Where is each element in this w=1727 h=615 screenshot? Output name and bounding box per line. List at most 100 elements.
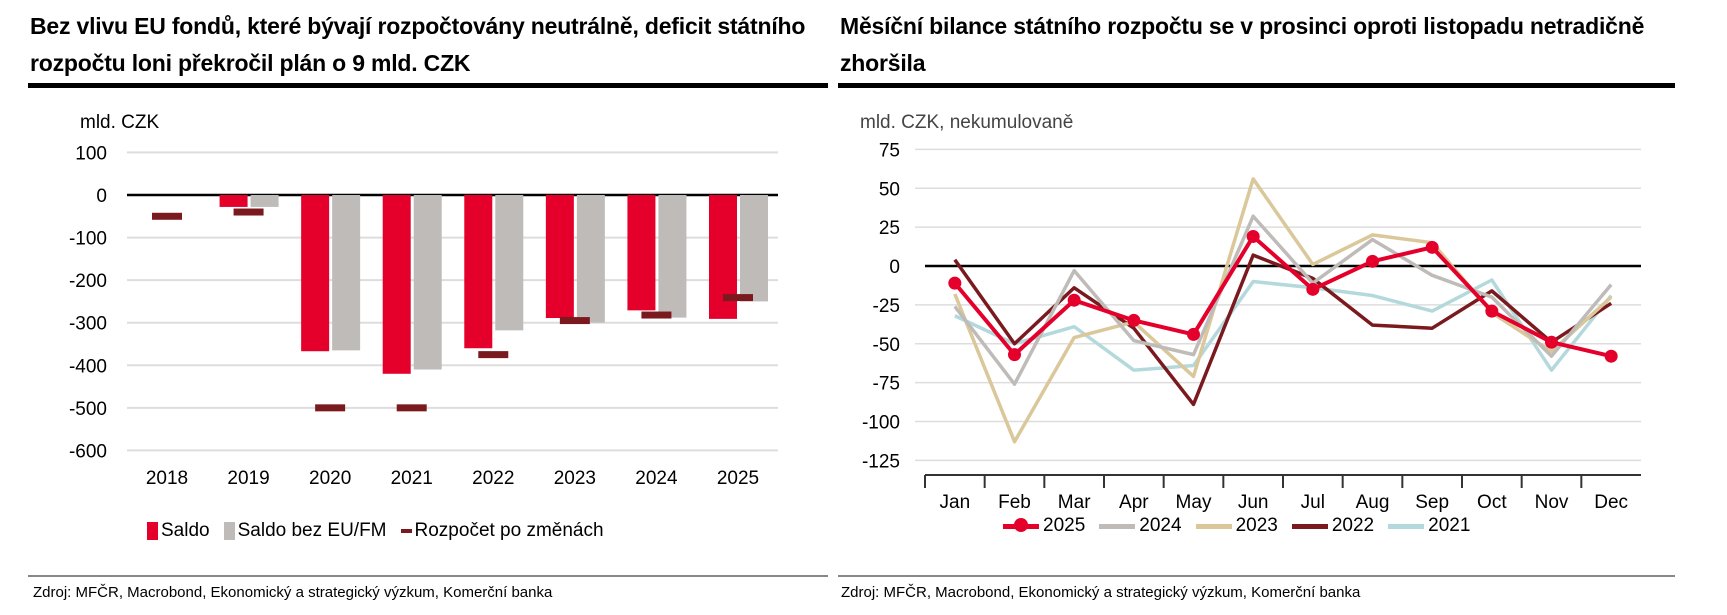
point-2025 — [1187, 327, 1200, 341]
right-y-unit-label: mld. CZK, nekumulovaně — [860, 112, 1073, 133]
point-2025 — [1127, 313, 1141, 327]
marker-rozpocet — [152, 212, 182, 220]
left-x-tick-label: 2021 — [391, 468, 433, 489]
left-y-tick-label: -600 — [69, 441, 107, 462]
legend-swatch — [147, 522, 158, 540]
line-series-2025 — [953, 234, 1612, 359]
legend-label: Saldo — [161, 520, 210, 541]
right-x-tick-label: Mar — [1058, 492, 1091, 513]
right-x-tick-label: Jan — [940, 492, 971, 513]
point-2025 — [1246, 229, 1260, 243]
left-source: Zdroj: MFČR, Macrobond, Ekonomický a str… — [33, 584, 553, 601]
line-series-2023 — [953, 177, 1613, 444]
right-y-tick-label: -50 — [873, 335, 900, 356]
left-x-tick-label: 2020 — [309, 468, 351, 489]
left-source-rule — [28, 575, 828, 577]
left-x-tick-label: 2024 — [635, 468, 678, 489]
right-y-tick-label: 75 — [879, 140, 900, 161]
point-2025 — [1604, 349, 1618, 363]
right-title-rule — [838, 83, 1675, 88]
right-y-tick-label: -75 — [873, 374, 900, 395]
bar-saldo — [301, 195, 330, 352]
left-title-rule — [28, 83, 828, 88]
legend-label: Saldo bez EU/FM — [237, 520, 387, 541]
marker-rozpocet — [559, 317, 590, 325]
bar-saldo-bez-eu — [332, 195, 361, 351]
left-y-tick-label: -400 — [69, 356, 107, 377]
line-series-2024 — [953, 214, 1613, 386]
legend-label: 2023 — [1235, 515, 1278, 536]
legend-item: Saldo bez EU/FM — [223, 520, 387, 542]
left-x-tick-label: 2025 — [717, 468, 759, 489]
bar-saldo — [545, 195, 574, 319]
bar-saldo-bez-eu — [250, 195, 279, 207]
marker-rozpocet — [315, 404, 346, 412]
left-x-tick-label: 2022 — [472, 468, 514, 489]
right-x-tick-label: Sep — [1415, 492, 1449, 513]
left-x-tick-label: 2019 — [227, 468, 269, 489]
bar-saldo — [219, 195, 248, 207]
right-y-tick-label: -25 — [873, 296, 900, 317]
right-x-tick-label: Oct — [1477, 492, 1507, 513]
left-y-tick-label: -100 — [69, 229, 107, 250]
right-y-tick-label: 0 — [889, 257, 900, 278]
right-chart-title: Měsíční bilance státního rozpočtu se v p… — [840, 13, 1645, 76]
left-chart-title: Bez vlivu EU fondů, které bývají rozpočt… — [30, 13, 806, 76]
point-2025 — [1366, 254, 1379, 268]
legend-item: 2022 — [1291, 515, 1375, 537]
right-x-tick-label: Jul — [1301, 492, 1325, 513]
right-y-tick-label: -100 — [862, 413, 900, 434]
legend-item: 2021 — [1388, 515, 1470, 537]
bar-saldo-bez-eu — [740, 195, 768, 302]
bar-saldo — [382, 195, 411, 374]
marker-rozpocet — [396, 404, 427, 412]
line-series-2021 — [954, 278, 1613, 372]
legend-swatch — [1291, 523, 1328, 529]
legend-label: Rozpočet po změnách — [414, 520, 604, 541]
point-2025 — [1067, 293, 1081, 307]
point-2025 — [1306, 282, 1320, 296]
point-2025 — [1545, 335, 1558, 349]
right-y-tick-label: 50 — [879, 179, 900, 200]
right-x-tick-label: May — [1176, 492, 1212, 513]
marker-rozpocet — [723, 294, 753, 302]
legend-swatch — [1195, 523, 1232, 529]
right-y-tick-label: 25 — [879, 218, 900, 239]
point-2025 — [1485, 304, 1499, 318]
right-legend: 2025 2024 2023 2022 2021 — [1003, 515, 1484, 537]
legend-swatch — [400, 529, 412, 533]
left-legend: Saldo Saldo bez EU/FM Rozpočet po změnách — [147, 520, 618, 542]
left-y-tick-label: -500 — [69, 399, 107, 420]
left-x-tick-label: 2018 — [146, 468, 188, 489]
bar-saldo-bez-eu — [576, 195, 605, 323]
legend-label: 2024 — [1139, 515, 1182, 536]
left-y-tick-label: -200 — [69, 271, 107, 292]
legend-item: 2023 — [1195, 515, 1278, 537]
legend-marker — [1014, 517, 1028, 532]
legend-label: 2022 — [1331, 515, 1375, 536]
marker-rozpocet — [478, 351, 509, 359]
legend-item: Saldo — [147, 520, 210, 542]
legend-label: 2021 — [1428, 515, 1471, 536]
point-2025 — [1008, 348, 1021, 362]
marker-rozpocet — [641, 311, 672, 319]
bar-saldo-bez-eu — [658, 195, 687, 318]
left-y-tick-label: -300 — [69, 314, 107, 335]
legend-item: 2025 — [1003, 515, 1085, 537]
left-y-unit-label: mld. CZK — [80, 112, 160, 133]
legend-swatch — [1099, 523, 1136, 529]
right-x-tick-label: Dec — [1594, 492, 1628, 513]
right-source: Zdroj: MFČR, Macrobond, Ekonomický a str… — [841, 584, 1361, 601]
left-y-tick-label: 100 — [75, 143, 107, 164]
right-x-tick-label: Apr — [1119, 492, 1149, 513]
legend-item: Rozpočet po změnách — [400, 520, 604, 542]
line-series-2022 — [953, 253, 1613, 407]
point-2025 — [1425, 240, 1439, 254]
right-x-tick-label: Jun — [1238, 492, 1269, 513]
right-source-rule — [838, 575, 1675, 577]
right-x-tick-label: Nov — [1535, 492, 1569, 513]
bar-saldo-bez-eu — [413, 195, 442, 370]
legend-swatch — [223, 522, 235, 540]
